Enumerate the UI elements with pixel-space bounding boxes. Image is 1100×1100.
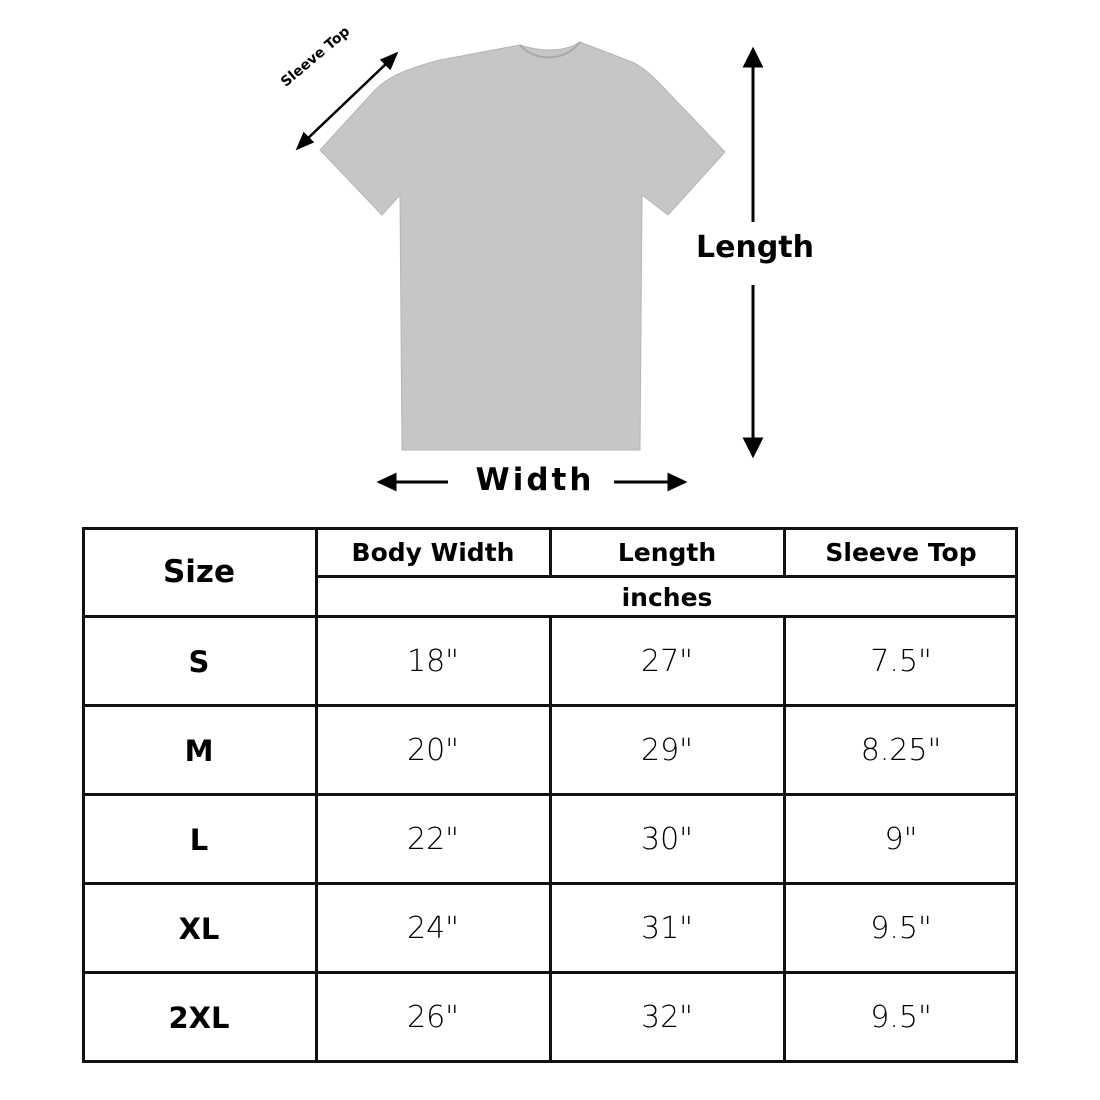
- header-size: Size: [162, 554, 236, 590]
- size-cell: S: [188, 644, 210, 679]
- size-cell: M: [184, 733, 214, 768]
- body-width-cell: 20": [407, 733, 459, 768]
- body-width-cell: 22": [407, 822, 459, 857]
- size-cell: L: [189, 822, 209, 857]
- header-sleeve-top: Sleeve Top: [825, 537, 977, 567]
- size-cell: 2XL: [168, 1000, 230, 1035]
- header-length: Length: [617, 537, 717, 567]
- length-cell: 32": [641, 1000, 693, 1035]
- sleeve-top-cell: 7.5": [870, 644, 932, 679]
- sleeve-top-cell: 8.25": [860, 733, 942, 768]
- sleeve-arrow-icon: [295, 51, 399, 151]
- header-unit: inches: [621, 582, 713, 612]
- length-cell: 29": [641, 733, 693, 768]
- body-width-cell: 18": [407, 644, 459, 679]
- sleeve-top-cell: 9.5": [870, 911, 932, 946]
- body-width-cell: 26": [407, 1000, 459, 1035]
- length-label: Length: [696, 230, 814, 265]
- sleeve-top-cell: 9": [884, 822, 918, 857]
- header-body-width: Body Width: [351, 537, 515, 567]
- tshirt-image: [319, 41, 726, 451]
- width-arrow-icon: [376, 472, 688, 492]
- size-cell: XL: [178, 911, 220, 946]
- size-chart-table: Size Body Width Length Sleeve Top inches…: [82, 527, 1018, 1063]
- tshirt-diagram: [295, 41, 764, 492]
- length-arrow-icon: [742, 46, 764, 459]
- length-cell: 27": [641, 644, 693, 679]
- body-width-cell: 24": [407, 911, 459, 946]
- width-label: Width: [475, 462, 595, 498]
- length-cell: 30": [641, 822, 693, 857]
- sleeve-top-cell: 9.5": [870, 1000, 932, 1035]
- length-cell: 31": [641, 911, 693, 946]
